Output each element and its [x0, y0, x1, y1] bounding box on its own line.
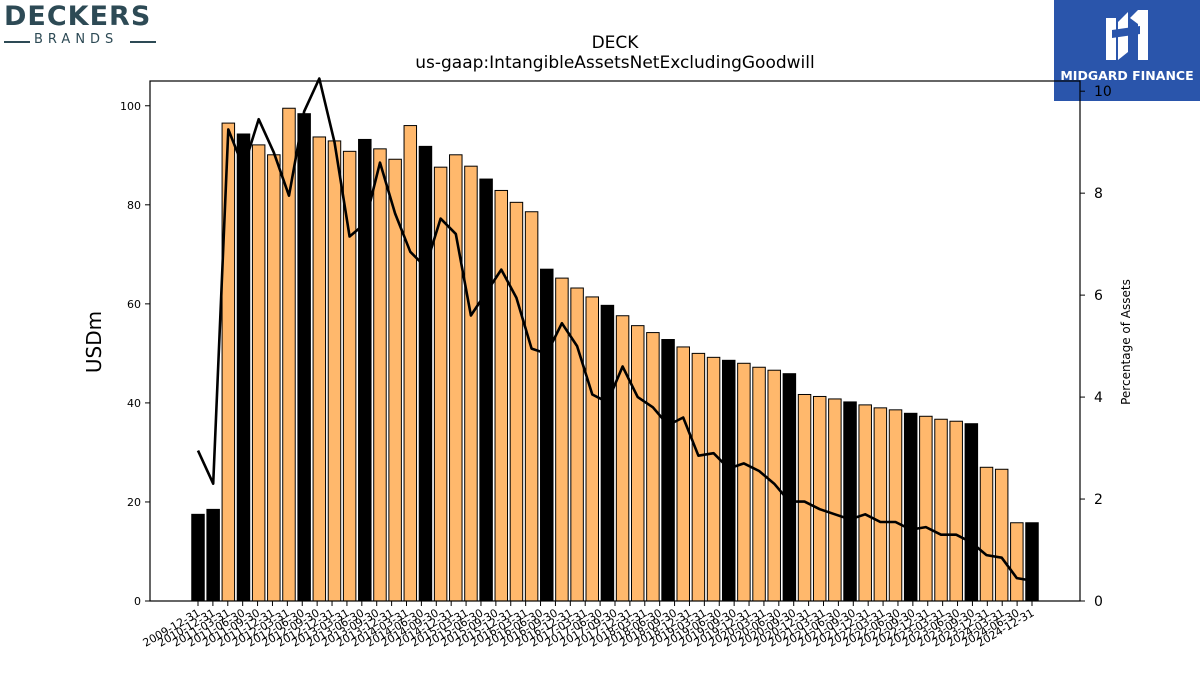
- bar: [524, 211, 539, 602]
- y-tick-label: 20: [127, 496, 141, 509]
- bar: [630, 325, 645, 602]
- bar: [555, 277, 569, 602]
- logo-rule-right: [130, 41, 156, 43]
- chart-title: DECK: [592, 33, 640, 53]
- y2-tick-label: 8: [1094, 186, 1103, 202]
- bar: [479, 178, 493, 602]
- pct-line-series: [196, 77, 1033, 582]
- bar: [449, 154, 463, 602]
- y2-tick-label: 4: [1094, 390, 1103, 406]
- chart-subtitle: us-gaap:IntangibleAssetsNetExcludingGood…: [415, 53, 814, 73]
- bar: [782, 373, 797, 602]
- bar: [934, 418, 948, 602]
- y-tick-label: 60: [127, 298, 141, 311]
- y-tick-label: 0: [134, 595, 141, 608]
- bar: [979, 466, 994, 602]
- bar: [752, 366, 766, 602]
- bar: [873, 407, 888, 602]
- bar: [919, 415, 933, 602]
- logo-sub-line: BRANDS: [4, 32, 156, 48]
- bar: [949, 420, 963, 602]
- midgard-icon: [1106, 10, 1148, 60]
- axes: 02040608010002468102009-12-312010-12-312…: [120, 80, 1112, 650]
- bar: [888, 409, 903, 602]
- bar: [494, 189, 509, 602]
- y-axis-label: USDm: [82, 311, 106, 373]
- bar: [403, 125, 418, 602]
- bar: [373, 148, 387, 602]
- deckers-brands-logo: DECKERS BRANDS: [4, 2, 160, 52]
- bar: [646, 332, 660, 602]
- logo-rule-left: [4, 41, 30, 43]
- bar: [418, 145, 433, 602]
- bar: [206, 508, 220, 602]
- y-tick-label: 80: [127, 199, 141, 212]
- bar: [797, 393, 812, 602]
- bar: [1010, 522, 1024, 602]
- bar: [585, 296, 600, 602]
- y-tick-label: 100: [120, 100, 141, 113]
- bar: [843, 401, 857, 602]
- bar: [964, 423, 979, 602]
- bar: [691, 352, 706, 602]
- bar: [676, 346, 690, 602]
- bar: [540, 268, 554, 602]
- logo-subtext: BRANDS: [34, 32, 119, 47]
- bar: [509, 201, 524, 602]
- bar: [342, 150, 357, 602]
- midgard-finance-name: MIDGARD FINANCE: [1060, 68, 1194, 83]
- bar: [661, 339, 675, 602]
- y-tick-label: 40: [127, 397, 141, 410]
- bar: [903, 412, 918, 602]
- y2-tick-label: 2: [1094, 492, 1103, 508]
- y2-tick-label: 0: [1094, 594, 1103, 610]
- bar: [221, 122, 236, 602]
- bar: [706, 356, 721, 602]
- bar: [600, 304, 615, 602]
- bar: [858, 404, 872, 602]
- bar: [191, 513, 205, 602]
- bar: [828, 398, 842, 602]
- bar: [812, 395, 827, 602]
- y2-tick-label: 10: [1094, 84, 1112, 100]
- bar: [297, 113, 311, 602]
- bar: [570, 287, 584, 602]
- bar: [737, 362, 751, 602]
- bar: [312, 136, 327, 602]
- bar-series: [191, 107, 1039, 602]
- midgard-finance-logo: MIDGARD FINANCE: [1054, 0, 1200, 101]
- y2-axis-label: Percentage of Assets: [1119, 279, 1133, 405]
- bar: [721, 359, 736, 602]
- bar: [251, 144, 266, 602]
- y2-tick-label: 6: [1094, 288, 1103, 304]
- bar: [267, 154, 281, 602]
- bar: [615, 315, 630, 602]
- bar: [994, 468, 1009, 602]
- logo-wordmark: DECKERS: [4, 1, 152, 32]
- bar: [236, 133, 251, 602]
- bar: [327, 140, 342, 602]
- pct-assets-line: [196, 77, 1033, 582]
- bar: [464, 165, 478, 602]
- bar: [1025, 522, 1039, 602]
